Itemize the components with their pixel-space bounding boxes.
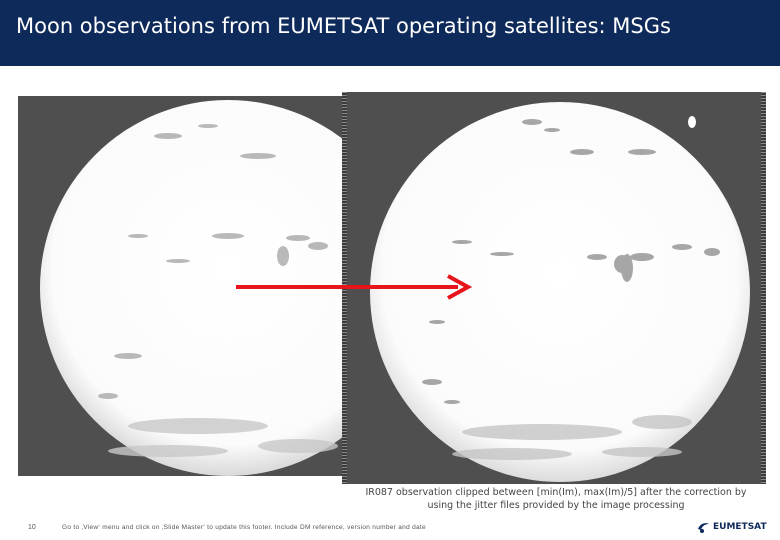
slide-title: Moon observations from EUMETSAT operatin… <box>16 14 671 38</box>
moon-disk-right <box>370 102 750 482</box>
image-caption: IR087 observation clipped between [min(I… <box>365 487 747 511</box>
page-number: 10 <box>28 524 36 531</box>
footer-note: Go to ‚View‘ menu and click on ‚Slide Ma… <box>62 524 426 531</box>
logo-text: EUMETSAT <box>713 522 767 532</box>
title-bar: Moon observations from EUMETSAT operatin… <box>0 0 780 66</box>
eumetsat-logo-icon <box>698 523 709 533</box>
moon-disk-left <box>40 100 358 476</box>
eumetsat-logo: EUMETSAT <box>696 520 767 534</box>
